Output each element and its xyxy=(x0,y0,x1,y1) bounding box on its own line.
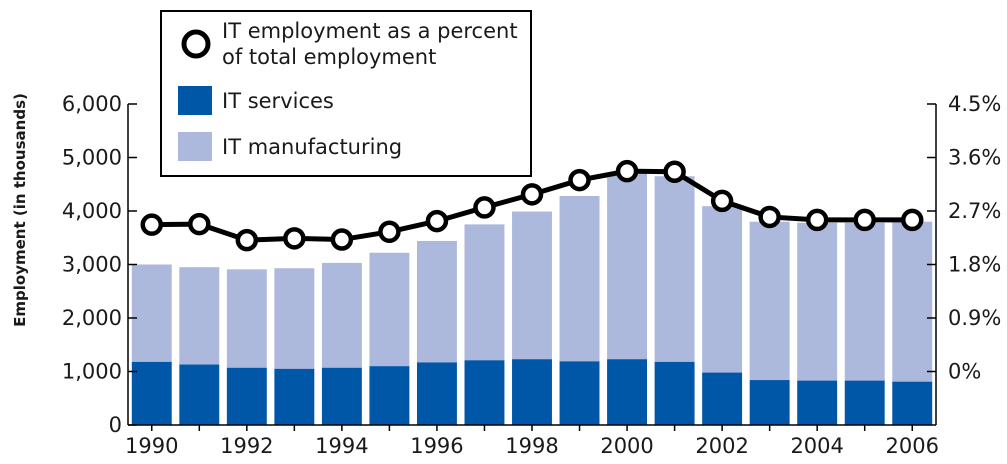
legend-line-marker xyxy=(181,29,211,59)
bar-it-services-1990 xyxy=(131,361,172,425)
bar-it-manufacturing-1998 xyxy=(512,211,552,360)
bar-it-manufacturing-1993 xyxy=(274,268,315,369)
bar-it-manufacturing-2000 xyxy=(607,173,648,360)
y2-tick-label: 1.8% xyxy=(948,253,1001,277)
bar-it-services-2004 xyxy=(797,380,838,425)
legend-manufacturing-label: IT manufacturing xyxy=(222,135,402,159)
bar-it-services-1992 xyxy=(226,367,267,425)
bar-it-services-1999 xyxy=(559,361,600,425)
percent-point-2002 xyxy=(710,189,734,213)
legend-services-swatch xyxy=(178,86,212,115)
bar-it-services-1995 xyxy=(369,366,410,425)
x-tick-label: 1998 xyxy=(505,434,558,458)
percent-point-2006 xyxy=(900,208,924,232)
percent-point-2004 xyxy=(805,208,829,232)
bar-it-manufacturing-2002 xyxy=(702,206,743,373)
percent-point-2001 xyxy=(663,160,686,184)
bar-it-services-2002 xyxy=(702,372,743,425)
y-tick-label: 3,000 xyxy=(62,253,122,277)
bars-layer xyxy=(131,173,933,425)
x-tick-label: 2002 xyxy=(695,434,748,458)
x-tick-label: 2004 xyxy=(790,434,843,458)
x-tick-label: 1990 xyxy=(125,434,178,458)
legend-line-label-2: of total employment xyxy=(222,45,436,69)
percent-point-1997 xyxy=(473,196,496,219)
bar-it-manufacturing-1996 xyxy=(416,240,457,363)
y2-tick-label: 3.6% xyxy=(948,146,1001,170)
percent-point-1996 xyxy=(425,209,449,233)
bar-it-manufacturing-2006 xyxy=(892,221,933,382)
bar-it-manufacturing-1994 xyxy=(321,262,362,368)
bar-it-services-2005 xyxy=(844,380,885,425)
percent-point-2005 xyxy=(853,208,876,232)
legend-box xyxy=(160,10,532,177)
y-tick-label: 4,000 xyxy=(62,199,122,223)
percent-point-2000 xyxy=(615,159,639,183)
y2-tick-label: 2.7% xyxy=(948,199,1001,223)
y-tick-label: 2,000 xyxy=(62,306,122,330)
legend-manufacturing-swatch xyxy=(178,132,212,161)
bar-it-services-2006 xyxy=(892,381,933,425)
bar-it-manufacturing-2004 xyxy=(797,222,838,381)
bar-it-services-2000 xyxy=(607,359,648,425)
x-tick-label: 2000 xyxy=(600,434,653,458)
y-tick-label: 0 xyxy=(109,413,122,437)
axes-layer: 0 1,000 2,000 3,000 4,000 5,000 6,000 0% 0.9% 1.8… xyxy=(62,92,1001,458)
bar-it-manufacturing-1991 xyxy=(179,267,220,365)
percent-point-1998 xyxy=(520,183,544,206)
y2-tick-label: 0% xyxy=(948,360,981,384)
x-tick-label: 2006 xyxy=(886,434,939,458)
y-axis-label: Employment (in thousands) xyxy=(11,93,29,327)
bar-it-services-1998 xyxy=(512,359,552,425)
percent-point-2003 xyxy=(758,205,781,229)
x-tick-label: 1992 xyxy=(220,434,273,458)
percent-point-1991 xyxy=(188,212,211,236)
y-tick-label: 5,000 xyxy=(62,146,122,170)
bar-it-manufacturing-1992 xyxy=(226,269,267,368)
legend: IT employment as a percent of total empl… xyxy=(160,10,532,177)
legend-line-label-1: IT employment as a percent xyxy=(222,19,518,43)
y-tick-label: 1,000 xyxy=(62,360,122,384)
y2-tick-label: 4.5% xyxy=(948,92,1001,116)
x-tick-label: 1994 xyxy=(315,434,368,458)
percent-line-layer xyxy=(140,159,924,252)
bar-it-manufacturing-2005 xyxy=(844,222,885,381)
percent-point-1995 xyxy=(378,220,401,244)
percent-point-1993 xyxy=(283,227,306,250)
y2-tick-label: 0.9% xyxy=(948,306,1001,330)
percent-point-1990 xyxy=(140,213,164,236)
bar-it-manufacturing-1999 xyxy=(559,196,600,362)
legend-services-label: IT services xyxy=(222,89,334,113)
bar-it-manufacturing-1995 xyxy=(369,252,410,367)
bar-it-manufacturing-1997 xyxy=(464,224,505,361)
bar-it-manufacturing-1990 xyxy=(131,264,172,362)
percent-point-1999 xyxy=(568,168,591,192)
bar-it-services-1996 xyxy=(416,362,457,425)
x-tick-label: 1996 xyxy=(410,434,463,458)
y-tick-label: 6,000 xyxy=(62,92,122,116)
bar-it-services-1997 xyxy=(464,360,505,425)
bar-it-manufacturing-2001 xyxy=(654,176,695,362)
bar-it-manufacturing-2003 xyxy=(749,221,790,381)
bar-it-services-1994 xyxy=(321,367,362,425)
bar-it-services-1991 xyxy=(179,364,220,425)
percent-point-1992 xyxy=(235,228,259,252)
percent-point-1994 xyxy=(330,228,354,251)
bar-it-services-1993 xyxy=(274,368,315,425)
bar-it-services-2003 xyxy=(749,380,790,425)
bar-it-services-2001 xyxy=(654,361,695,425)
